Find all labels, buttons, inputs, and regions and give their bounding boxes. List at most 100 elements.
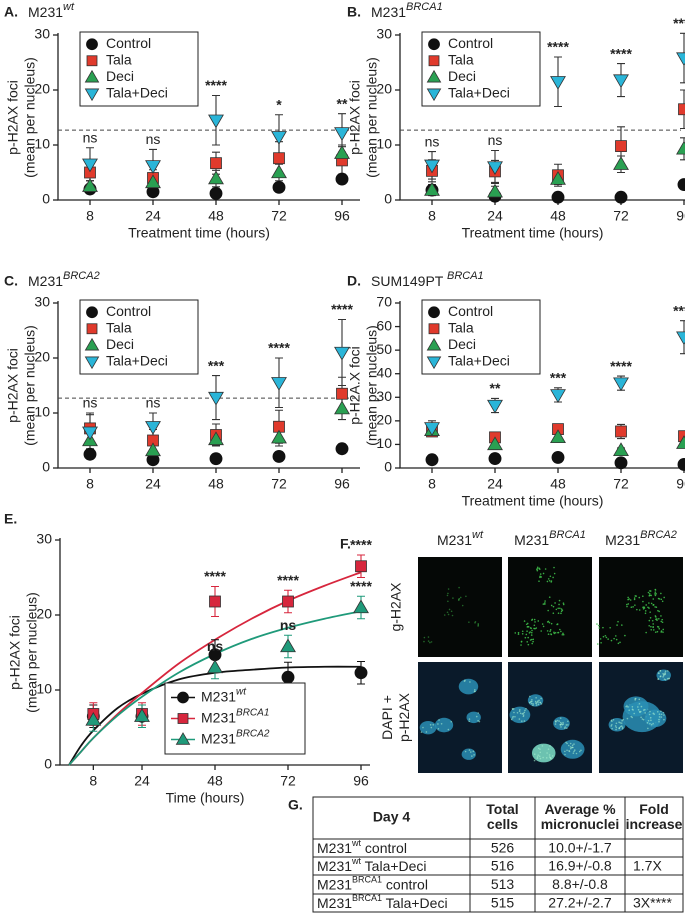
marker <box>550 389 566 403</box>
foci <box>545 757 548 759</box>
foci <box>634 604 636 606</box>
marker <box>82 426 98 441</box>
y-tick-label: 0 <box>42 191 50 207</box>
micrograph <box>508 557 592 657</box>
foci <box>567 724 569 726</box>
foci <box>609 626 611 629</box>
foci <box>437 728 440 730</box>
foci <box>532 704 534 707</box>
foci <box>626 717 629 720</box>
foci <box>660 713 663 716</box>
foci <box>553 632 556 635</box>
marker <box>426 337 442 351</box>
marker <box>208 170 224 185</box>
legend-label: Tala <box>106 319 132 335</box>
foci <box>644 610 647 612</box>
nucleus <box>560 739 585 759</box>
x-axis-title: Time (hours) <box>166 790 245 806</box>
superscript: BRCA1 <box>352 875 382 885</box>
foci <box>660 615 662 617</box>
table-cell: 10.0+/-1.7 <box>548 840 612 856</box>
foci <box>566 742 568 745</box>
foci <box>620 722 623 724</box>
marker <box>207 659 223 674</box>
foci <box>578 750 581 753</box>
foci <box>526 622 529 625</box>
foci <box>619 641 621 644</box>
foci <box>656 625 659 628</box>
marker <box>550 171 566 185</box>
marker <box>271 429 287 444</box>
legend-label: M231wt <box>201 687 247 705</box>
text-part: M231 <box>371 4 406 20</box>
panel-label: A. <box>4 4 18 20</box>
table-cell: 1.7X <box>633 858 662 874</box>
foci <box>654 631 657 633</box>
foci <box>537 703 540 706</box>
foci <box>657 672 660 674</box>
foci <box>642 718 645 721</box>
foci <box>660 598 663 601</box>
marker <box>426 356 442 370</box>
foci <box>459 596 462 599</box>
foci <box>451 614 454 617</box>
foci <box>602 635 605 638</box>
foci <box>559 607 561 610</box>
table-cell: 516 <box>491 858 515 874</box>
foci <box>654 591 657 593</box>
foci <box>633 598 636 601</box>
y-tick-label: 30 <box>34 294 50 310</box>
foci <box>561 633 564 636</box>
foci <box>446 594 449 597</box>
foci <box>662 674 665 677</box>
foci <box>557 631 560 634</box>
foci <box>644 612 647 615</box>
foci <box>530 634 533 636</box>
superscript: BRCA2 <box>63 270 100 282</box>
foci <box>559 628 561 631</box>
foci <box>658 598 661 600</box>
significance: ns <box>83 395 98 411</box>
marker <box>428 306 440 319</box>
marker <box>272 180 286 194</box>
foci <box>615 726 618 729</box>
foci <box>546 621 549 623</box>
foci <box>527 636 529 639</box>
foci <box>638 702 641 705</box>
legend-label: Tala <box>106 51 132 67</box>
foci <box>516 711 519 714</box>
foci <box>548 596 551 598</box>
foci <box>624 634 626 637</box>
marker <box>487 183 503 198</box>
marker <box>677 178 685 192</box>
foci <box>425 731 428 733</box>
foci <box>637 706 639 708</box>
marker <box>273 152 285 165</box>
chart-title: M231wt <box>28 1 75 20</box>
foci <box>559 721 562 724</box>
table-cell: 3X**** <box>633 895 672 911</box>
panel-label: B. <box>347 4 361 20</box>
foci <box>633 712 635 715</box>
foci <box>539 748 541 751</box>
x-tick-label: 96 <box>676 208 685 224</box>
foci <box>596 643 599 645</box>
foci <box>531 698 533 701</box>
foci <box>536 569 539 572</box>
marker <box>134 708 150 722</box>
marker <box>550 429 566 444</box>
foci <box>440 722 443 725</box>
foci <box>647 719 650 722</box>
y-tick-label: 10 <box>36 681 52 697</box>
foci <box>561 609 564 612</box>
foci <box>653 713 655 716</box>
superscript: BRCA1 <box>447 270 484 282</box>
header-cell: cells <box>487 816 518 832</box>
foci <box>567 744 570 747</box>
foci <box>422 726 424 729</box>
foci <box>648 602 650 604</box>
y-tick-label: 0 <box>44 756 52 772</box>
marker <box>86 323 98 335</box>
foci <box>532 640 534 643</box>
marker <box>85 711 102 726</box>
